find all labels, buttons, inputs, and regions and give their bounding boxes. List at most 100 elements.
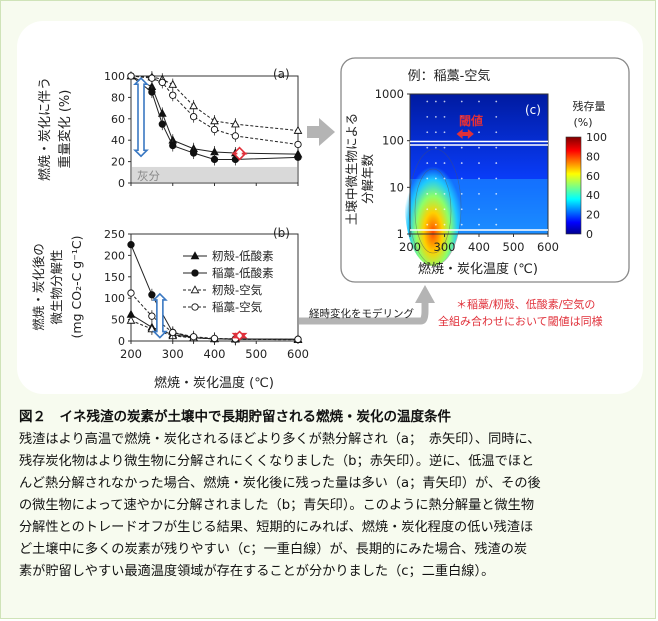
caption-line: 残渣はより高温で燃焼・炭化されるほどより多くが熱分解され（a； 赤矢印）、同時に… (19, 432, 541, 447)
sample-dot (495, 115, 498, 118)
panel-c-ytick-label: 1000 (375, 87, 404, 101)
panel-b-ylabel-line1: 燃焼・炭化後の (31, 243, 46, 331)
red-arrow-b (231, 330, 248, 341)
sample-dot (460, 177, 463, 180)
sample-dot (478, 131, 480, 134)
threshold-arrow (456, 129, 474, 139)
colorbar-tick-label: 20 (586, 209, 600, 222)
panel-b-xtick-label: 200 (120, 347, 142, 361)
sample-dot (443, 115, 446, 118)
heatmap-hotspot (405, 146, 461, 266)
panel-a-ylabel-line1: 燃焼・炭化に伴う (37, 77, 53, 181)
legend-marker-0 (190, 251, 200, 260)
sample-dot (495, 100, 498, 103)
panel-b-ytick-label: 200 (104, 249, 125, 262)
panel-a-point (127, 72, 135, 80)
panel-a-point (210, 116, 219, 125)
sample-dot (478, 146, 480, 149)
ash-band (132, 166, 297, 182)
panel-c-ytick-label: 100 (382, 134, 404, 148)
caption-line: 素が貯留しやすい最適温度領域が存在することが分かりました（c；二重白線）。 (19, 564, 495, 579)
panel-c-title: 例：稲藁-空気 (408, 68, 491, 84)
caption-line: 分解性とのトレードオフが生じる結果、短期的にみれば、燃焼・炭化程度の低い残渣ほ (19, 520, 534, 535)
sample-dot (434, 208, 437, 211)
legend-label-0: 籾殻-低酸素 (212, 249, 274, 263)
sample-dot (426, 146, 429, 149)
sample-dot (495, 192, 498, 195)
panel-a-point (294, 153, 302, 161)
panel-a-point (168, 79, 178, 88)
panel-c-ylabel-line2: 分解年数 (360, 154, 375, 205)
sample-dot (460, 162, 463, 164)
sample-dot (478, 192, 480, 195)
sample-dot (434, 192, 437, 195)
blue-arrow-b (151, 292, 168, 339)
panel-c-ytick-label: 1 (397, 227, 404, 241)
sample-dot (443, 131, 446, 134)
sample-dot (426, 192, 429, 195)
legend-label-1: 稲藁-低酸素 (212, 266, 274, 280)
sample-dot (478, 177, 480, 180)
sample-dot (426, 223, 429, 226)
colorbar (565, 136, 582, 235)
panel-a: (a) 燃焼・炭化に伴う 重量変化 (%) 0 20 40 60 80 100 灰分 (37, 67, 303, 190)
caption-line: 残存炭化物はより微生物に分解されにくくなりました（b；赤矢印）。逆に、低温でほと (19, 454, 535, 469)
colorbar-tick-label: 80 (586, 150, 600, 163)
panel-b-ytick-label: 150 (104, 271, 125, 284)
sample-dot (443, 223, 446, 226)
sample-dot (426, 177, 429, 180)
panel-a-ytick-label: 40 (111, 134, 125, 147)
sample-dot (495, 131, 498, 134)
panel-b-label: (b) (273, 226, 290, 240)
panel-b-xtick-label: 500 (245, 347, 267, 361)
sample-dot (478, 223, 480, 226)
panel-c-ytick-label: 10 (389, 180, 404, 194)
panel-b-point (126, 315, 136, 324)
sample-dot (434, 115, 437, 118)
sample-dot (434, 223, 437, 226)
panel-c-xtick-label: 300 (434, 240, 456, 254)
panel-b-point (210, 334, 219, 343)
panel-b-point (127, 241, 135, 249)
sample-dot (434, 131, 437, 134)
panel-c-xtick-label: 200 (399, 240, 421, 254)
panel-c-xlabel: 燃焼・炭化温度 (℃) (418, 261, 538, 277)
arrow-a-to-c (307, 118, 335, 146)
panel-b-ylabel: 燃焼・炭化後の 微生物分解性 (mg CO₂-C g⁻¹C) (31, 236, 84, 339)
panel-a-ytick-label: 100 (104, 70, 125, 83)
panel-b-xtick-label: 300 (162, 347, 184, 361)
sample-dot (460, 208, 463, 211)
sample-dot (478, 115, 480, 118)
sample-dot (443, 208, 446, 211)
panel-a-ylabel-line2: 重量変化 (%) (57, 90, 73, 169)
threshold-label: 閾値 (459, 113, 483, 128)
panel-b-point (127, 289, 135, 297)
panel-a-point (231, 132, 240, 140)
sample-dot (443, 192, 446, 195)
panel-b-point (147, 324, 157, 333)
panel-b-point (169, 328, 177, 337)
sample-dot (460, 223, 463, 226)
sample-dot (495, 208, 498, 211)
panel-c-xtick-label: 400 (468, 240, 490, 254)
sample-dot (495, 162, 498, 164)
panel-c-label: (c) (525, 103, 541, 117)
sample-dot (426, 100, 429, 103)
panel-b-xtick-label: 400 (204, 347, 226, 361)
panel-b: (b) 燃焼・炭化後の 微生物分解性 (mg CO₂-C g⁻¹C) 0 50 10… (31, 226, 309, 391)
blue-arrow-a (133, 77, 149, 158)
panel-b-xtick-label: 600 (287, 347, 309, 361)
panel-a-point (294, 140, 302, 149)
sample-dot (443, 177, 446, 180)
sample-dot (495, 223, 498, 226)
panel-a-point (210, 155, 219, 164)
sample-dot (426, 115, 429, 118)
panel-b-ytick-label: 250 (104, 228, 125, 241)
caption-line: ど土壌中に多くの炭素が残りやすい（c；一重白線）が、長期的にみた場合、残渣の炭 (19, 542, 528, 557)
sample-dot (460, 146, 463, 149)
figure-caption-title: 図２ イネ残渣の炭素が土壌中で長期貯留される燃焼・炭化の温度条件 (19, 409, 451, 425)
sample-dot (434, 100, 437, 103)
panel-b-point (148, 291, 156, 299)
arrow-b-to-c: 経時変化をモデリング (299, 285, 435, 325)
